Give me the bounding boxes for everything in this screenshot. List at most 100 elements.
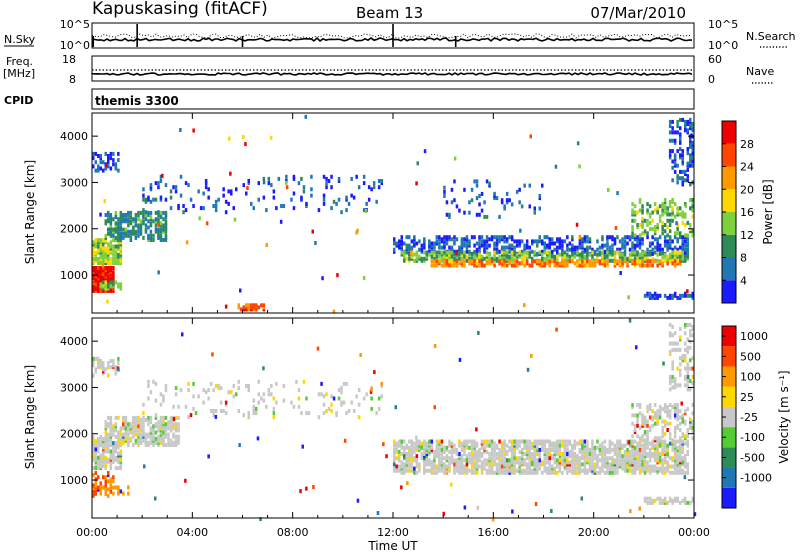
data-cell xyxy=(508,447,511,452)
data-cell xyxy=(104,422,107,427)
data-cell xyxy=(531,470,534,475)
data-cell xyxy=(671,295,674,300)
data-cell xyxy=(546,235,549,240)
data-cell xyxy=(112,475,115,480)
data-cell xyxy=(104,238,107,243)
data-cell xyxy=(413,237,416,242)
data-cell xyxy=(611,258,614,263)
data-cell xyxy=(623,239,627,244)
data-cell xyxy=(651,409,654,414)
data-cell xyxy=(583,445,587,450)
power-heatmap xyxy=(92,114,694,314)
data-cell xyxy=(425,254,429,259)
data-cell xyxy=(676,261,679,266)
data-cell xyxy=(638,441,642,446)
data-cell xyxy=(626,235,629,240)
data-cell xyxy=(448,245,451,250)
data-cell xyxy=(633,470,637,475)
data-cell xyxy=(533,470,536,475)
data-cell xyxy=(633,460,637,465)
data-cell xyxy=(553,263,556,268)
data-cell xyxy=(661,250,664,255)
data-cell xyxy=(651,241,654,246)
data-cell xyxy=(423,456,426,461)
data-cell xyxy=(164,229,168,234)
data-cell xyxy=(591,468,594,473)
data-cell xyxy=(435,439,439,444)
data-cell xyxy=(129,430,133,435)
data-cell xyxy=(603,447,607,452)
data-cell xyxy=(563,259,567,264)
data-cell xyxy=(377,179,381,183)
data-cell xyxy=(413,441,416,446)
data-cell xyxy=(628,468,632,473)
data-cell xyxy=(112,252,115,257)
data-cell xyxy=(498,249,501,254)
data-cell xyxy=(651,263,654,268)
data-cell xyxy=(596,458,599,463)
data-cell xyxy=(493,241,496,246)
data-cell xyxy=(648,500,652,505)
data-cell xyxy=(400,239,403,244)
data-cell xyxy=(666,233,669,238)
data-cell xyxy=(536,464,539,469)
x-tick-label: 08:00 xyxy=(277,526,309,539)
data-cell xyxy=(174,415,178,420)
data-cell xyxy=(679,356,682,361)
data-cell xyxy=(356,228,359,233)
data-cell xyxy=(164,422,168,427)
data-cell xyxy=(485,261,489,266)
data-cell xyxy=(505,443,509,448)
data-cell xyxy=(638,263,642,268)
data-cell xyxy=(563,452,567,456)
data-cell xyxy=(105,163,108,168)
data-cell xyxy=(643,229,647,234)
data-cell xyxy=(112,459,115,464)
data-cell xyxy=(628,464,632,469)
data-cell xyxy=(616,439,619,444)
data-cell xyxy=(689,333,692,338)
data-cell xyxy=(440,452,444,456)
colorbar-swatch xyxy=(722,427,736,448)
data-cell xyxy=(676,252,679,257)
data-cell xyxy=(618,452,622,456)
data-cell xyxy=(114,259,118,264)
data-cell xyxy=(147,225,150,230)
data-cell xyxy=(127,432,130,437)
data-cell xyxy=(528,460,531,465)
data-cell xyxy=(633,210,637,215)
colorbar-swatch xyxy=(722,257,736,281)
data-cell xyxy=(641,456,644,461)
data-cell xyxy=(621,456,624,461)
data-cell xyxy=(515,189,519,194)
data-cell xyxy=(440,263,444,268)
data-cell xyxy=(480,468,484,473)
data-cell xyxy=(588,245,592,250)
data-cell xyxy=(152,440,155,445)
data-cell xyxy=(671,379,674,384)
data-cell xyxy=(686,122,689,126)
data-cell xyxy=(395,468,398,473)
data-cell xyxy=(483,439,486,444)
data-cell xyxy=(679,458,682,463)
data-cell xyxy=(641,421,644,426)
data-cell xyxy=(546,256,549,261)
data-cell xyxy=(458,261,461,266)
data-cell xyxy=(636,413,639,418)
data-cell xyxy=(157,181,160,186)
data-cell xyxy=(415,250,419,255)
data-cell xyxy=(656,252,659,257)
data-cell xyxy=(362,276,366,281)
data-cell xyxy=(566,256,569,261)
data-cell xyxy=(689,358,692,363)
data-cell xyxy=(561,250,564,255)
data-cell xyxy=(106,299,109,304)
data-cell xyxy=(679,383,682,388)
data-cell xyxy=(177,436,180,441)
data-cell xyxy=(536,470,539,475)
data-cell xyxy=(656,468,659,473)
data-cell xyxy=(656,419,659,424)
data-cell xyxy=(198,216,201,221)
data-cell xyxy=(177,204,180,208)
data-cell xyxy=(568,441,572,446)
